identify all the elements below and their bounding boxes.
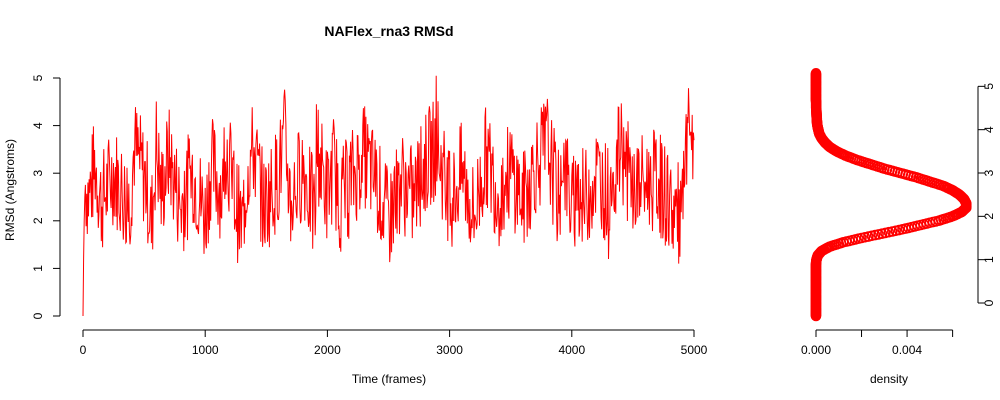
density-x-axis: 0.000 0.004 (801, 329, 954, 357)
timeseries-x-tick-label: 2000 (314, 343, 341, 357)
density-y-tick-label: 1 (982, 256, 996, 263)
timeseries-y-tick-label: 2 (31, 217, 45, 224)
timeseries-x-tick-label: 4000 (558, 343, 585, 357)
chart-title: NAFlex_rna3 RMSd (324, 23, 453, 39)
timeseries-y-tick-label: 3 (31, 170, 45, 177)
density-points (810, 68, 972, 322)
density-y-tick-label: 4 (982, 126, 996, 133)
timeseries-x-axis: 0 1000 2000 3000 4000 5000 (80, 329, 708, 357)
density-y-tick-label: 3 (982, 169, 996, 176)
density-y-tick-label: 2 (982, 213, 996, 220)
timeseries-x-tick-label: 3000 (436, 343, 463, 357)
density-x-tick-label: 0.004 (892, 343, 922, 357)
timeseries-x-tick-label: 1000 (192, 343, 219, 357)
density-y-tick-label: 5 (982, 83, 996, 90)
timeseries-y-tick-label: 1 (31, 265, 45, 272)
timeseries-y-axis-title: RMSd (Angstroms) (3, 139, 17, 241)
timeseries-y-tick-label: 0 (31, 312, 45, 319)
density-x-axis-title: density (870, 372, 908, 386)
timeseries-panel: 0 1000 2000 3000 4000 5000 0 1 2 3 4 5 Time (frame… (3, 74, 708, 386)
timeseries-y-axis: 0 1 2 3 4 5 (31, 74, 61, 319)
timeseries-x-tick-label: 0 (80, 343, 87, 357)
timeseries-x-tick-label: 5000 (681, 343, 708, 357)
timeseries-y-tick-label: 4 (31, 122, 45, 129)
density-x-tick-label: 0.000 (801, 343, 831, 357)
density-y-axis: 0 1 2 3 4 5 (977, 83, 996, 306)
timeseries-x-axis-title: Time (frames) (352, 372, 426, 386)
density-point (810, 68, 822, 79)
density-panel: 0.000 0.004 0 1 2 3 4 5 density (801, 68, 996, 386)
rmsd-series-line (82, 75, 695, 317)
timeseries-y-tick-label: 5 (31, 74, 45, 81)
density-y-tick-label: 0 (982, 299, 996, 306)
